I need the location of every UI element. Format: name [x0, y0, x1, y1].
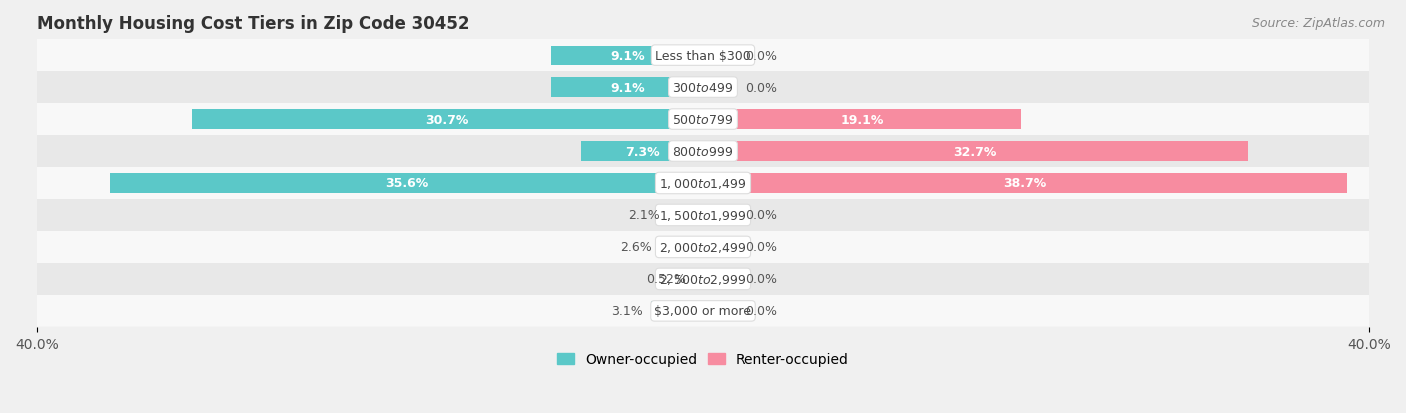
Text: Source: ZipAtlas.com: Source: ZipAtlas.com — [1251, 17, 1385, 29]
Bar — [37, 72, 1369, 104]
Text: 32.7%: 32.7% — [953, 145, 997, 158]
Text: 9.1%: 9.1% — [610, 81, 644, 94]
Text: Monthly Housing Cost Tiers in Zip Code 30452: Monthly Housing Cost Tiers in Zip Code 3… — [37, 15, 470, 33]
Text: 2.1%: 2.1% — [628, 209, 659, 222]
Bar — [695, 270, 703, 289]
Text: $300 to $499: $300 to $499 — [672, 81, 734, 94]
Text: Less than $300: Less than $300 — [655, 50, 751, 62]
Text: $500 to $799: $500 to $799 — [672, 113, 734, 126]
Bar — [582, 142, 703, 161]
Bar — [37, 40, 1369, 72]
Text: 19.1%: 19.1% — [841, 113, 884, 126]
Text: 35.6%: 35.6% — [385, 177, 429, 190]
Text: $2,500 to $2,999: $2,500 to $2,999 — [659, 272, 747, 286]
Bar — [551, 46, 703, 66]
Bar — [110, 174, 703, 193]
Text: $3,000 or more: $3,000 or more — [655, 305, 751, 318]
Bar — [703, 142, 1247, 161]
Text: 9.1%: 9.1% — [610, 50, 644, 62]
Bar — [37, 263, 1369, 295]
Bar — [668, 206, 703, 225]
Text: 0.0%: 0.0% — [745, 273, 776, 286]
Text: 3.1%: 3.1% — [612, 305, 643, 318]
Text: $1,500 to $1,999: $1,500 to $1,999 — [659, 209, 747, 223]
Text: 30.7%: 30.7% — [426, 113, 470, 126]
Bar — [551, 78, 703, 97]
Bar — [703, 174, 1347, 193]
Text: 0.52%: 0.52% — [647, 273, 686, 286]
Text: 0.0%: 0.0% — [745, 305, 776, 318]
Bar — [37, 168, 1369, 199]
Bar — [191, 110, 703, 129]
Bar — [37, 199, 1369, 231]
Bar — [659, 238, 703, 257]
Bar — [703, 110, 1021, 129]
Text: 38.7%: 38.7% — [1004, 177, 1047, 190]
Legend: Owner-occupied, Renter-occupied: Owner-occupied, Renter-occupied — [551, 347, 855, 372]
Text: 2.6%: 2.6% — [620, 241, 651, 254]
Bar — [651, 301, 703, 320]
Text: 0.0%: 0.0% — [745, 81, 776, 94]
Text: 0.0%: 0.0% — [745, 209, 776, 222]
Bar — [37, 231, 1369, 263]
Text: $800 to $999: $800 to $999 — [672, 145, 734, 158]
Text: 7.3%: 7.3% — [624, 145, 659, 158]
Text: $1,000 to $1,499: $1,000 to $1,499 — [659, 177, 747, 190]
Bar — [37, 295, 1369, 327]
Bar — [37, 136, 1369, 168]
Text: 0.0%: 0.0% — [745, 50, 776, 62]
Bar — [37, 104, 1369, 136]
Text: 0.0%: 0.0% — [745, 241, 776, 254]
Text: $2,000 to $2,499: $2,000 to $2,499 — [659, 240, 747, 254]
